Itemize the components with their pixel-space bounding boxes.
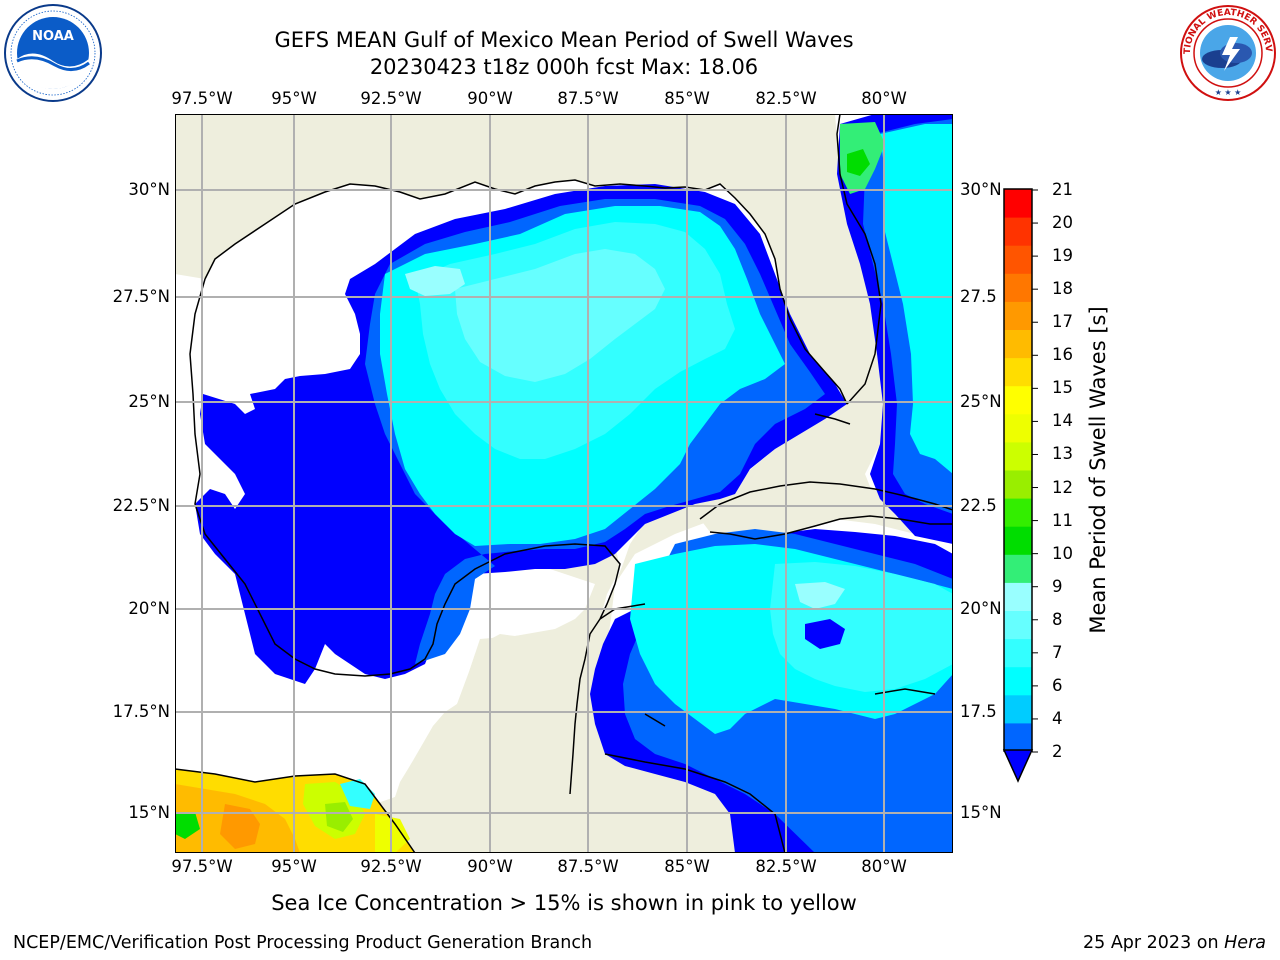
lat-tick-left: 25°N xyxy=(128,392,170,411)
colorbar-label: 17 xyxy=(1052,312,1073,332)
lon-tick-top: 95°W xyxy=(271,89,317,108)
graticule xyxy=(175,114,953,853)
lat-tick-left: 15°N xyxy=(128,803,170,822)
lon-tick-top: 87.5°W xyxy=(557,89,619,108)
colorbar-swatch xyxy=(1004,526,1032,555)
lat-tick-right: 15°N xyxy=(960,803,1002,822)
lon-tick-bottom: 85°W xyxy=(664,857,710,876)
colorbar-swatch xyxy=(1004,301,1032,330)
lat-tick-right: 30°N xyxy=(960,180,1002,199)
colorbar-label: 18 xyxy=(1052,279,1073,299)
colorbar-swatch xyxy=(1004,722,1032,752)
noaa-logo-icon: NOAA xyxy=(4,4,102,102)
pacific-swell-pocket xyxy=(175,769,415,853)
colorbar-swatch xyxy=(1004,470,1032,499)
lat-tick-left: 27.5°N xyxy=(112,287,170,306)
lon-tick-bottom: 87.5°W xyxy=(557,857,619,876)
colorbar-label: 13 xyxy=(1052,444,1073,464)
colorbar-swatch xyxy=(1004,441,1032,471)
colorbar xyxy=(1002,188,1038,783)
lon-tick-bottom: 90°W xyxy=(467,857,513,876)
yucatan-land xyxy=(325,534,620,853)
colorbar-label: 6 xyxy=(1052,675,1063,695)
footer-credit: NCEP/EMC/Verification Post Processing Pr… xyxy=(13,933,593,953)
colorbar-label: 8 xyxy=(1052,609,1063,629)
lat-tick-right: 22.5 xyxy=(960,496,997,515)
lon-tick-top: 82.5°W xyxy=(755,89,817,108)
colorbar-swatch xyxy=(1004,666,1032,696)
colorbar-title: Mean Period of Swell Waves [s] xyxy=(1086,306,1110,634)
lat-tick-right: 27.5 xyxy=(960,287,997,306)
lon-tick-bottom: 82.5°W xyxy=(755,857,817,876)
colorbar-label: 20 xyxy=(1052,213,1073,233)
footer-machine: Hera xyxy=(1224,933,1266,953)
svg-text:★ ★ ★: ★ ★ ★ xyxy=(1215,88,1242,97)
lat-tick-right: 20°N xyxy=(960,599,1002,618)
lon-tick-top: 80°W xyxy=(861,89,907,108)
colorbar-swatch xyxy=(1004,554,1032,583)
colorbar-swatch xyxy=(1004,273,1032,302)
footer-date-text: 25 Apr 2023 on xyxy=(1083,933,1225,953)
colorbar-swatch xyxy=(1004,610,1032,640)
colorbar-swatch xyxy=(1004,498,1032,527)
lat-tick-left: 20°N xyxy=(128,599,170,618)
colorbar-swatch xyxy=(1004,413,1032,443)
lat-tick-right: 17.5 xyxy=(960,702,997,721)
svg-text:NOAA: NOAA xyxy=(32,29,74,44)
colorbar-label: 4 xyxy=(1052,708,1063,728)
lon-tick-top: 92.5°W xyxy=(360,89,422,108)
colorbar-swatch xyxy=(1004,245,1032,274)
colorbar-label: 19 xyxy=(1052,246,1073,266)
lon-tick-bottom: 95°W xyxy=(271,857,317,876)
lon-tick-top: 85°W xyxy=(664,89,710,108)
lat-tick-right: 25°N xyxy=(960,392,1002,411)
map-title: GEFS MEAN Gulf of Mexico Mean Period of … xyxy=(274,28,854,52)
colorbar-swatch xyxy=(1004,694,1032,724)
colorbar-label: 9 xyxy=(1052,576,1063,596)
colorbar-label: 7 xyxy=(1052,642,1063,662)
colorbar-label: 21 xyxy=(1052,180,1073,199)
colorbar-label: 14 xyxy=(1052,411,1073,431)
colorbar-swatch xyxy=(1004,385,1032,415)
colorbar-swatch xyxy=(1004,638,1032,668)
lon-tick-bottom: 92.5°W xyxy=(360,857,422,876)
sea-ice-note: Sea Ice Concentration > 15% is shown in … xyxy=(271,891,857,915)
colorbar-label: 10 xyxy=(1052,543,1073,563)
colorbar-label: 15 xyxy=(1052,378,1073,398)
lat-tick-left: 30°N xyxy=(128,180,170,199)
colorbar-label: 2 xyxy=(1052,742,1063,761)
lat-tick-left: 22.5°N xyxy=(112,496,170,515)
colorbar-swatch xyxy=(1004,329,1032,359)
footer-date: 25 Apr 2023 on Hera xyxy=(1083,933,1266,953)
swell-period-field xyxy=(195,114,953,853)
map-subtitle-forecast: 20230423 t18z 000h fcst Max: 18.06 xyxy=(369,55,759,79)
lon-tick-top: 97.5°W xyxy=(171,89,233,108)
colorbar-label: 12 xyxy=(1052,477,1073,497)
lon-tick-bottom: 97.5°W xyxy=(171,857,233,876)
colorbar-extend-arrow xyxy=(1002,749,1034,783)
colorbar-swatch xyxy=(1004,217,1032,246)
lon-tick-bottom: 80°W xyxy=(861,857,907,876)
lon-tick-top: 90°W xyxy=(467,89,513,108)
lat-tick-left: 17.5°N xyxy=(112,702,170,721)
map-panel xyxy=(175,114,953,853)
gulf-of-mexico-map xyxy=(175,114,953,853)
colorbar-swatch xyxy=(1004,582,1032,611)
colorbar-label: 16 xyxy=(1052,345,1073,365)
nws-logo-icon: NATIONAL WEATHER SERVICE ★ ★ ★ xyxy=(1178,3,1276,101)
colorbar-label: 11 xyxy=(1052,510,1073,530)
colorbar-swatch xyxy=(1004,189,1032,218)
colorbar-swatch xyxy=(1004,357,1032,387)
